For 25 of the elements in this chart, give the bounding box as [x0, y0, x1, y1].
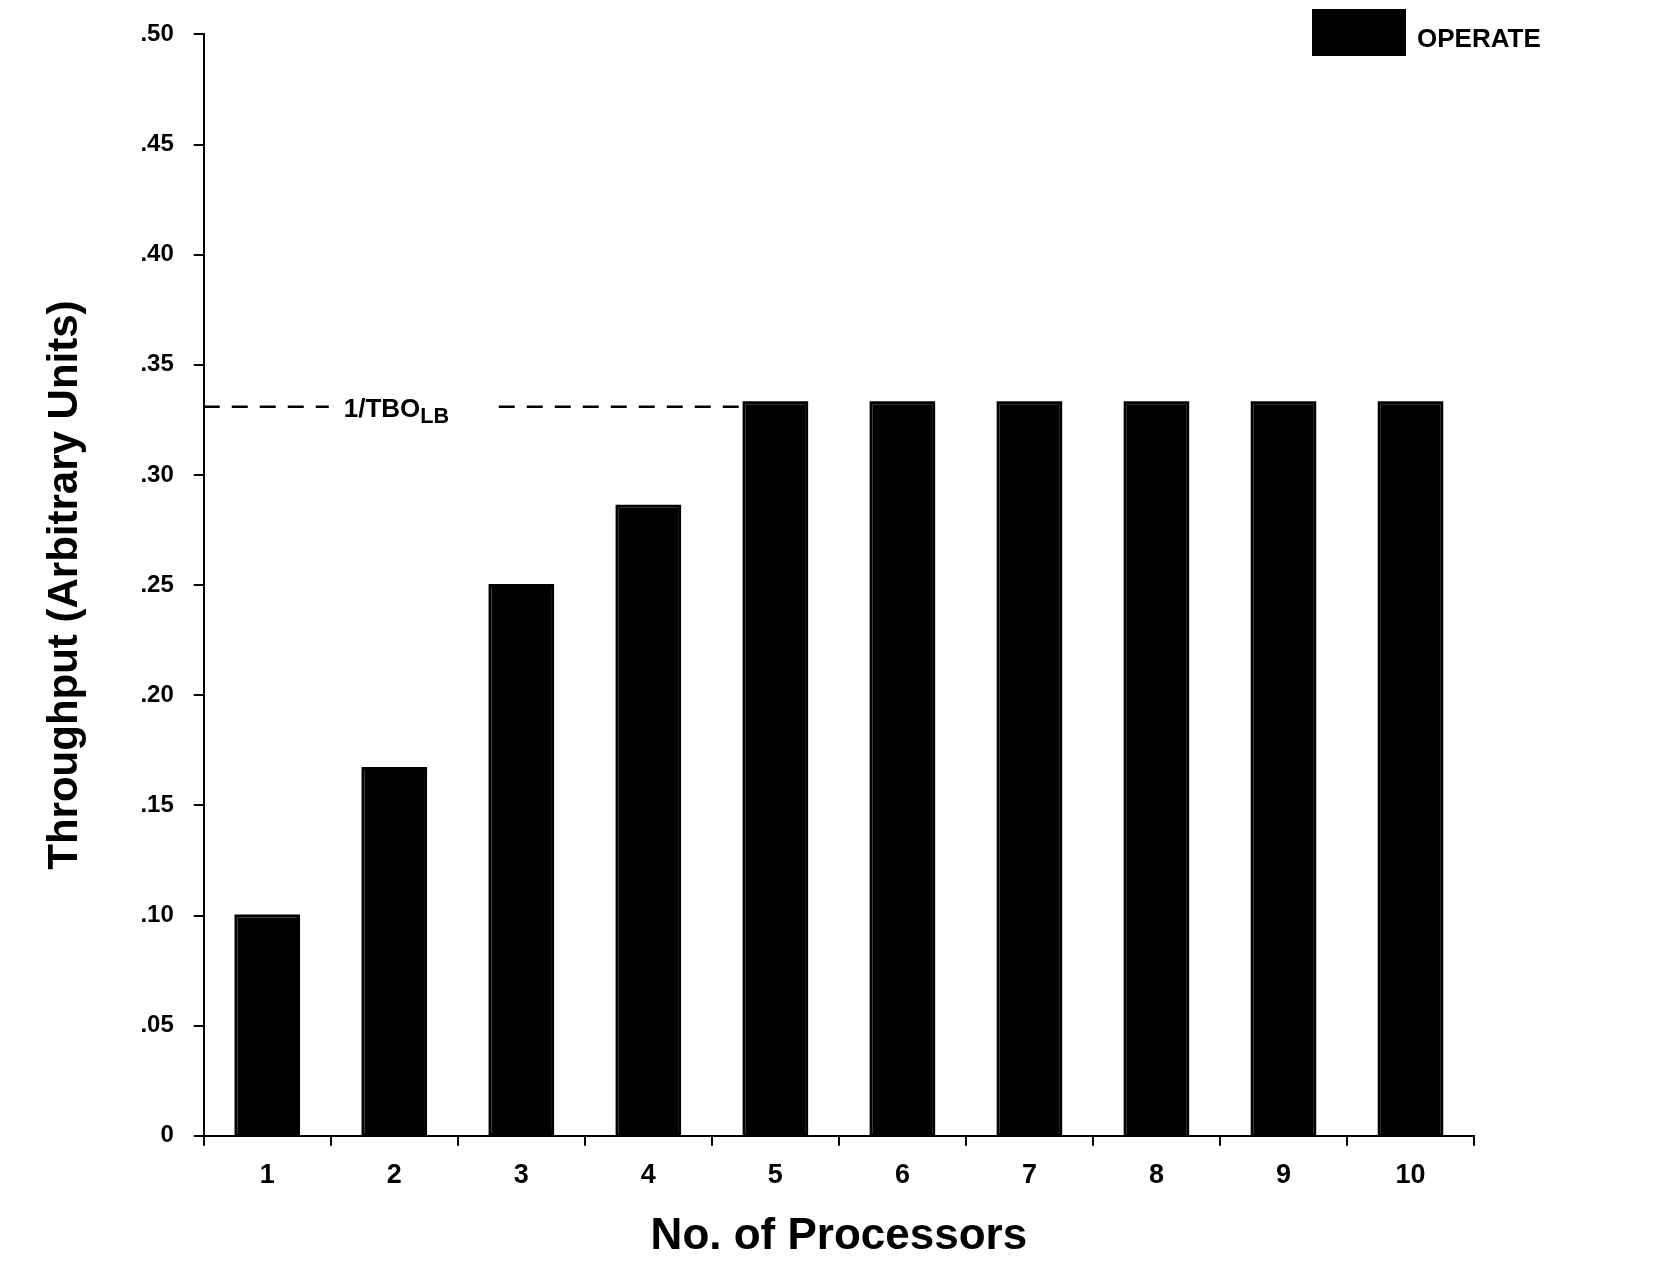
y-tick-label: 0: [160, 1120, 174, 1148]
y-tick-label: .05: [140, 1010, 174, 1038]
y-tick-label: .25: [140, 569, 174, 597]
y-tick-label: .20: [140, 679, 174, 707]
y-tick-label: .50: [140, 19, 174, 47]
legend-label: OPERATE: [1417, 23, 1541, 54]
y-tick-label: .35: [140, 349, 174, 377]
y-tick-label: .15: [140, 790, 174, 818]
x-tick-label: 8: [1148, 1159, 1164, 1190]
x-tick-label: 6: [894, 1159, 910, 1190]
x-tick-label: 2: [386, 1159, 402, 1190]
x-axis-title: No. of Processors: [650, 1208, 1028, 1258]
x-tick-label: 7: [1021, 1159, 1037, 1190]
y-axis-title: Throughput (Arbitrary Units): [38, 300, 86, 870]
x-tick-label: 3: [513, 1159, 529, 1190]
y-tick-label: .10: [140, 900, 174, 928]
y-tick-label: .40: [140, 239, 174, 267]
x-tick-label: 10: [1395, 1159, 1426, 1190]
x-tick-label: 5: [767, 1159, 783, 1190]
y-tick-label: .30: [140, 459, 174, 487]
y-tick-label: .45: [140, 129, 174, 157]
x-tick-label: 9: [1275, 1159, 1291, 1190]
x-tick-label: 4: [640, 1159, 656, 1190]
ref-line-label: 1/TBO$_{LB}$: [343, 392, 450, 428]
x-tick-label: 1: [259, 1159, 275, 1190]
